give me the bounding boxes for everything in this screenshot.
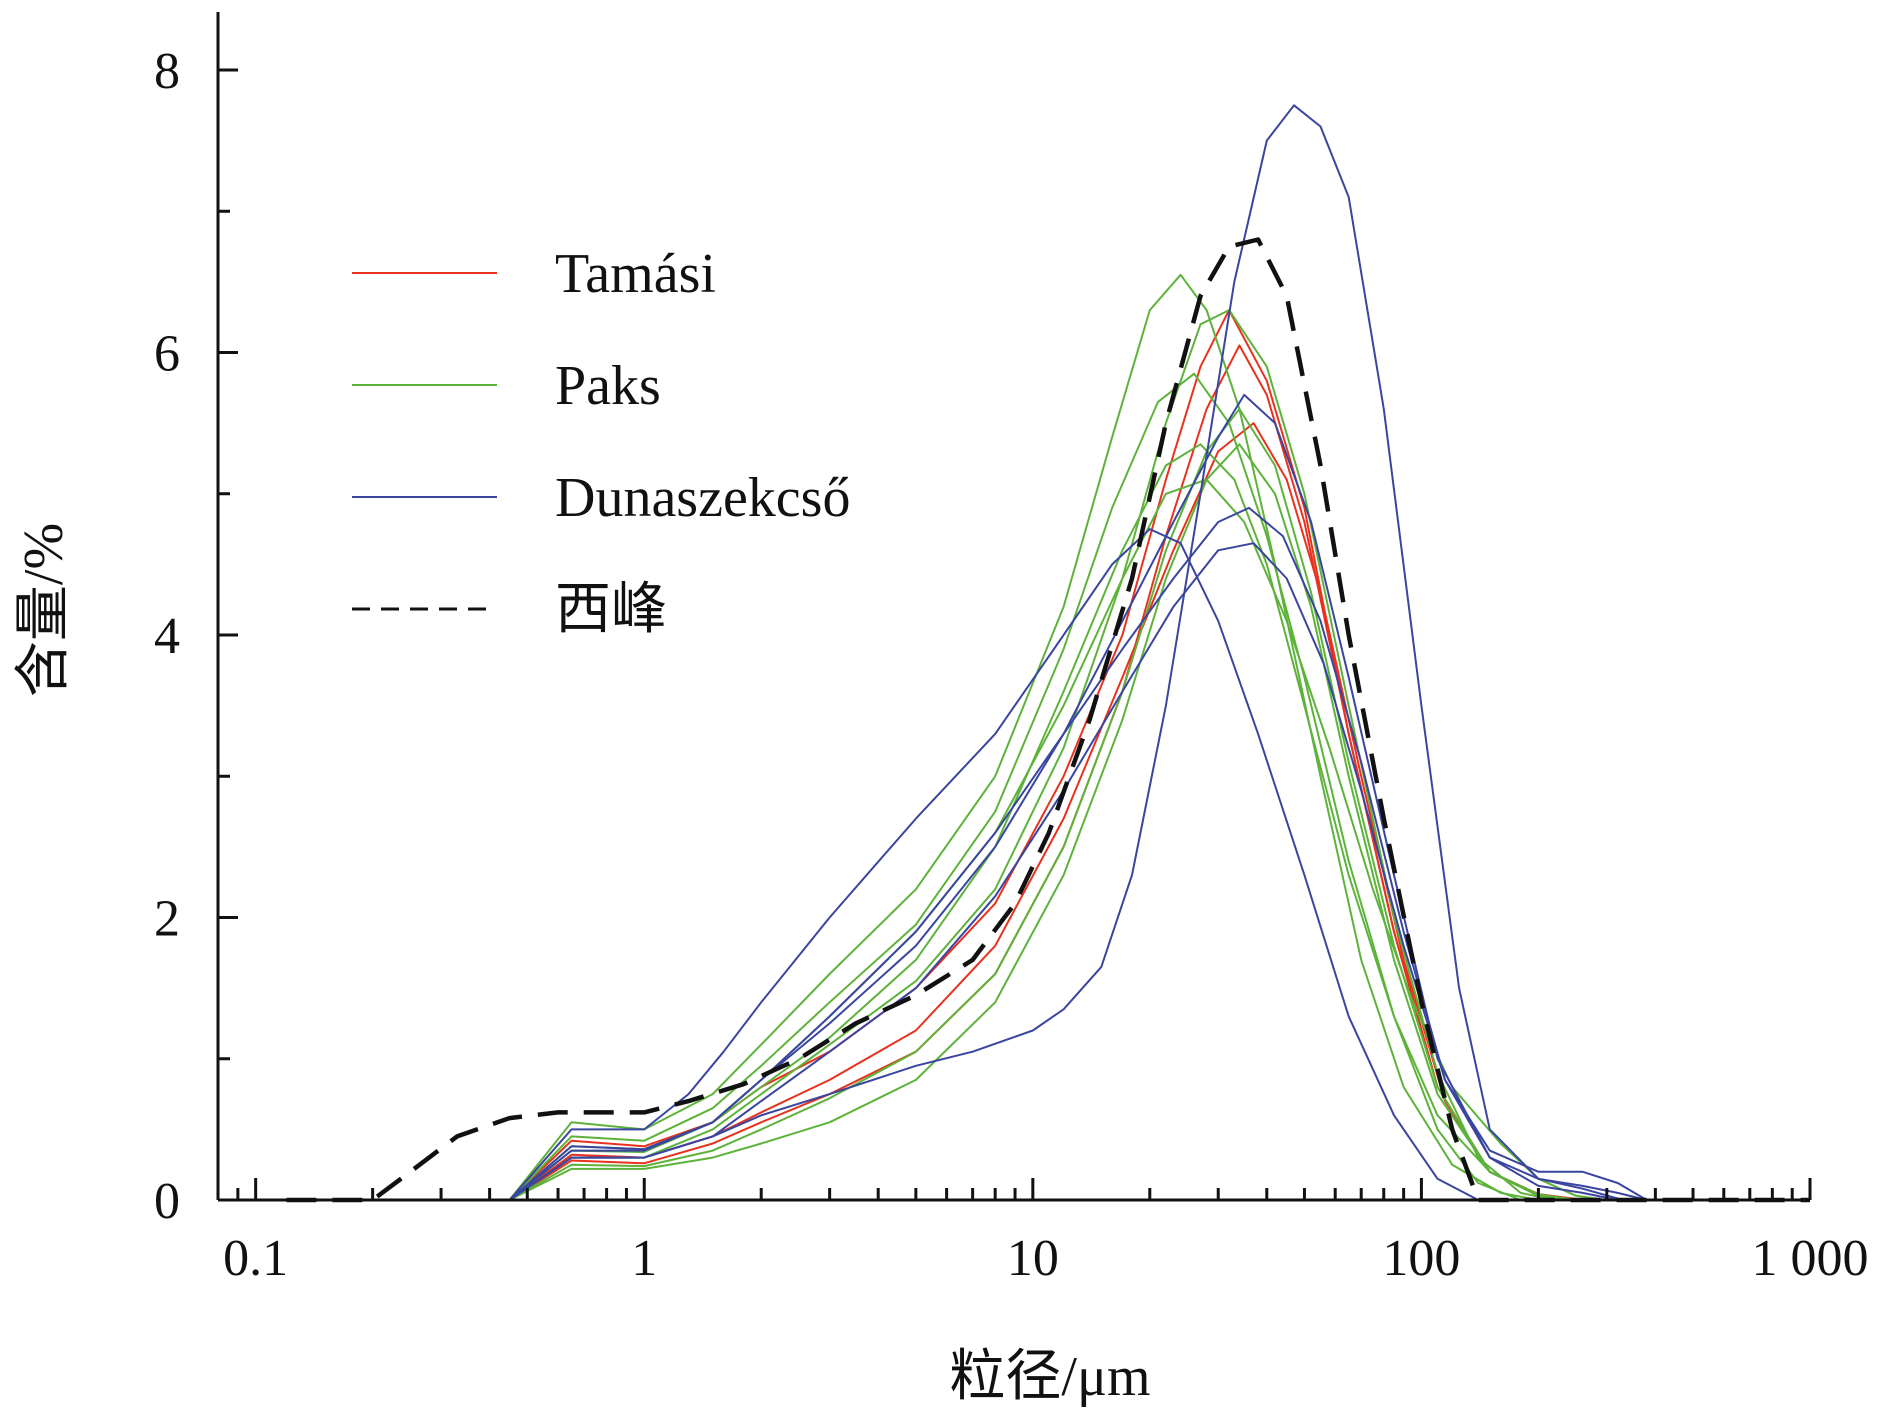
series-lines: [218, 104, 1810, 1203]
series-line-paks-4: [218, 372, 1810, 1201]
axes: [216, 12, 1810, 1202]
series-line-dunaszekcs--14: [218, 542, 1810, 1201]
series-line-paks-8: [218, 443, 1810, 1201]
series-line-paks-6: [218, 309, 1810, 1201]
x-tick-label: 0.1: [223, 1230, 288, 1287]
series-line-paks-9: [218, 443, 1810, 1201]
y-tick-label: 8: [154, 43, 180, 100]
legend: Tamási Paks Dunaszekcső 西峰: [352, 243, 850, 641]
series-line-paks-7: [218, 408, 1810, 1201]
ticks: 0 2 4 6 8 0.1 1 10 100 1 000: [154, 43, 1869, 1287]
x-axis-title: 粒径/μm: [949, 1346, 1150, 1408]
x-tick-label: 1 000: [1752, 1230, 1869, 1287]
series-line-tam-si-0: [218, 309, 1810, 1201]
series-line-paks-5: [218, 478, 1810, 1201]
series-line-dunaszekcs--10: [218, 528, 1810, 1201]
y-tick-label: 6: [154, 326, 180, 383]
y-tick-label: 0: [154, 1173, 180, 1230]
x-tick-label: 1: [631, 1230, 657, 1287]
y-tick-label: 4: [154, 608, 180, 665]
legend-label-0: Tamási: [555, 243, 716, 305]
series-line-paks-3: [218, 273, 1810, 1201]
x-tick-label: 10: [1007, 1230, 1059, 1287]
legend-label-3: 西峰: [555, 579, 667, 641]
series-line-dunaszekcs--11: [218, 104, 1810, 1201]
series-line-dunaszekcs--13: [218, 506, 1810, 1201]
legend-label-2: Dunaszekcső: [555, 467, 850, 529]
series-line-tam-si-2: [218, 422, 1810, 1201]
series-line-tam-si-1: [218, 344, 1810, 1201]
x-tick-label: 100: [1382, 1230, 1460, 1287]
y-tick-label: 2: [154, 891, 180, 948]
legend-label-1: Paks: [555, 355, 661, 417]
y-axis-title: 含量/%: [13, 523, 75, 697]
series-line-xifeng: [286, 237, 1810, 1203]
